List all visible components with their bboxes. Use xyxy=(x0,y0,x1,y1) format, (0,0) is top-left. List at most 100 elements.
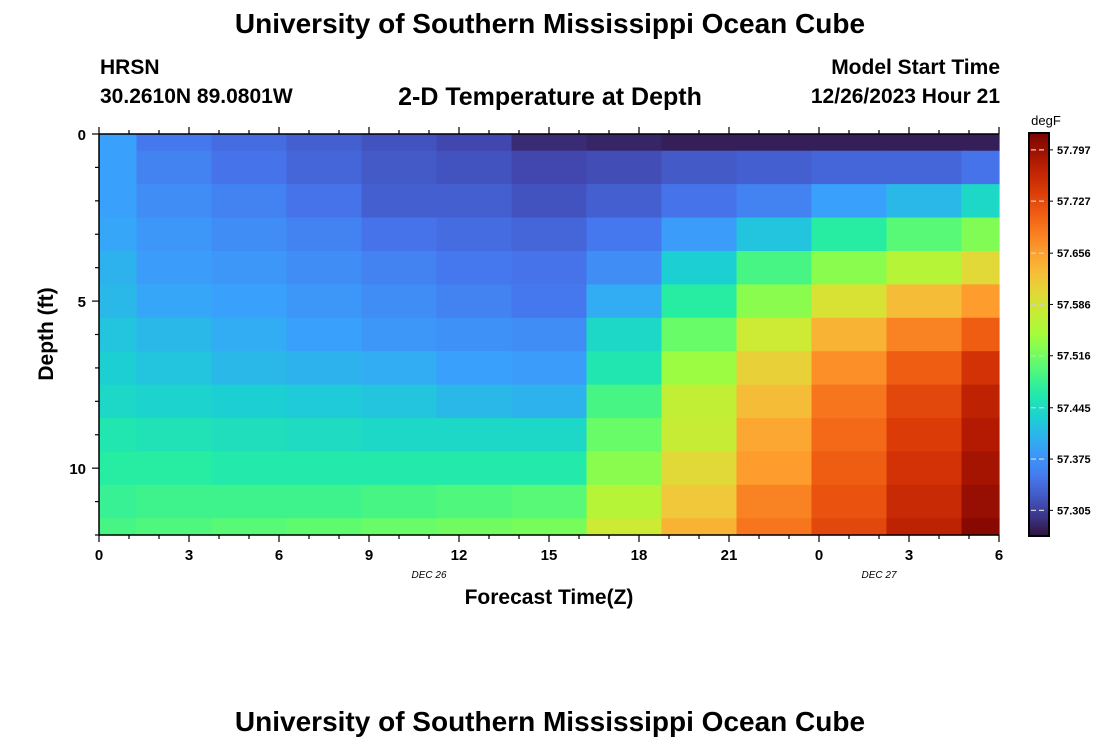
heatmap-cell xyxy=(99,217,138,252)
heatmap-cell xyxy=(211,484,288,519)
heatmap-cell xyxy=(811,418,888,453)
heatmap-cell xyxy=(136,418,213,453)
heatmap-cell xyxy=(886,317,963,352)
heatmap-cell xyxy=(361,134,438,152)
heatmap-cell xyxy=(736,284,813,319)
heatmap-cell xyxy=(286,250,363,285)
heatmap-cell xyxy=(436,284,513,319)
heatmap-cell xyxy=(586,134,663,152)
heatmap-cell xyxy=(511,384,588,419)
x-tick-label: 12 xyxy=(451,547,468,564)
heatmap-cell xyxy=(661,317,738,352)
heatmap-cell xyxy=(286,317,363,352)
chart-subtitle: 2-D Temperature at Depth xyxy=(398,83,702,111)
heatmap-cell xyxy=(961,351,1000,386)
heatmap-cell xyxy=(99,150,138,185)
heatmap-cell xyxy=(886,484,963,519)
heatmap-cell xyxy=(511,351,588,386)
heatmap-cell xyxy=(661,418,738,453)
heatmap-cell xyxy=(99,418,138,453)
heatmap-cell xyxy=(886,351,963,386)
heatmap-cell xyxy=(961,484,1000,519)
colorbar-bar xyxy=(1028,132,1050,537)
heatmap-cell xyxy=(961,284,1000,319)
heatmap-cells xyxy=(99,134,1000,536)
y-tick-label: 10 xyxy=(69,461,86,478)
heatmap-cell xyxy=(811,384,888,419)
x-tick-label: 6 xyxy=(995,547,1003,564)
heatmap-cell xyxy=(286,217,363,252)
x-tick-label: 0 xyxy=(815,547,823,564)
heatmap-cell xyxy=(811,250,888,285)
x-tick-label: 9 xyxy=(365,547,373,564)
heatmap-cell xyxy=(136,284,213,319)
station-id: HRSN xyxy=(100,56,160,79)
heatmap-cell xyxy=(811,217,888,252)
heatmap-cell xyxy=(511,217,588,252)
heatmap-cell xyxy=(211,317,288,352)
heatmap-cell xyxy=(661,384,738,419)
heatmap-cell xyxy=(961,217,1000,252)
heatmap-cell xyxy=(286,518,363,536)
heatmap-cell xyxy=(811,451,888,486)
heatmap-cell xyxy=(886,384,963,419)
heatmap-cell xyxy=(436,217,513,252)
heatmap-cell xyxy=(436,451,513,486)
heatmap-cell xyxy=(361,250,438,285)
heatmap-cell xyxy=(586,317,663,352)
heatmap-cell xyxy=(961,451,1000,486)
heatmap-cell xyxy=(736,384,813,419)
heatmap-cell xyxy=(886,134,963,152)
colorbar-tick-label: 57.727 xyxy=(1057,196,1091,208)
heatmap-cell xyxy=(436,150,513,185)
chart-title: University of Southern Mississippi Ocean… xyxy=(234,8,866,39)
x-day-label: DEC 27 xyxy=(861,570,896,581)
heatmap-cell xyxy=(136,351,213,386)
heatmap-cell xyxy=(361,150,438,185)
x-tick-label: 3 xyxy=(185,547,193,564)
heatmap-cell xyxy=(586,418,663,453)
heatmap-cell xyxy=(811,134,888,152)
heatmap-cell xyxy=(736,418,813,453)
heatmap-cell xyxy=(211,250,288,285)
heatmap-cell xyxy=(436,384,513,419)
heatmap-cell xyxy=(211,217,288,252)
heatmap-cell xyxy=(286,184,363,219)
heatmap-cell xyxy=(211,150,288,185)
heatmap-cell xyxy=(736,150,813,185)
heatmap-cell xyxy=(211,284,288,319)
heatmap-cell xyxy=(736,317,813,352)
heatmap-cell xyxy=(661,451,738,486)
heatmap-cell xyxy=(99,484,138,519)
heatmap-cell xyxy=(436,250,513,285)
heatmap-cell xyxy=(886,217,963,252)
colorbar-tick-label: 57.445 xyxy=(1057,403,1091,415)
heatmap-cell xyxy=(586,284,663,319)
heatmap-cell xyxy=(361,317,438,352)
heatmap-cell xyxy=(99,384,138,419)
heatmap-cell xyxy=(286,484,363,519)
heatmap-cell xyxy=(811,484,888,519)
colorbar-tick-label: 57.586 xyxy=(1057,299,1091,311)
colorbar: 57.797 57.727 57.656 57.586 57.516 57.445 57.3… xyxy=(1028,132,1091,537)
heatmap-cell xyxy=(136,384,213,419)
heatmap-cell xyxy=(961,250,1000,285)
x-tick-label: 21 xyxy=(721,547,738,564)
y-axis-label: Depth (ft) xyxy=(35,287,58,380)
heatmap-cell xyxy=(511,284,588,319)
heatmap-cell xyxy=(661,351,738,386)
heatmap-cell xyxy=(286,384,363,419)
heatmap-cell xyxy=(99,518,138,536)
heatmap-cell xyxy=(736,184,813,219)
heatmap-cell xyxy=(136,484,213,519)
axes: 0 3 6 9 12 15 18 21 0 3 6 DEC 26 DEC 27 0 5 10 xyxy=(69,127,1003,581)
y-tick-label: 0 xyxy=(78,127,86,144)
heatmap-cell xyxy=(286,134,363,152)
heatmap-cell xyxy=(811,184,888,219)
heatmap-cell xyxy=(211,384,288,419)
heatmap-cell xyxy=(511,134,588,152)
heatmap-cell xyxy=(661,518,738,536)
heatmap-cell xyxy=(736,217,813,252)
model-start-label: Model Start Time xyxy=(831,56,1000,79)
heatmap-cell xyxy=(736,250,813,285)
